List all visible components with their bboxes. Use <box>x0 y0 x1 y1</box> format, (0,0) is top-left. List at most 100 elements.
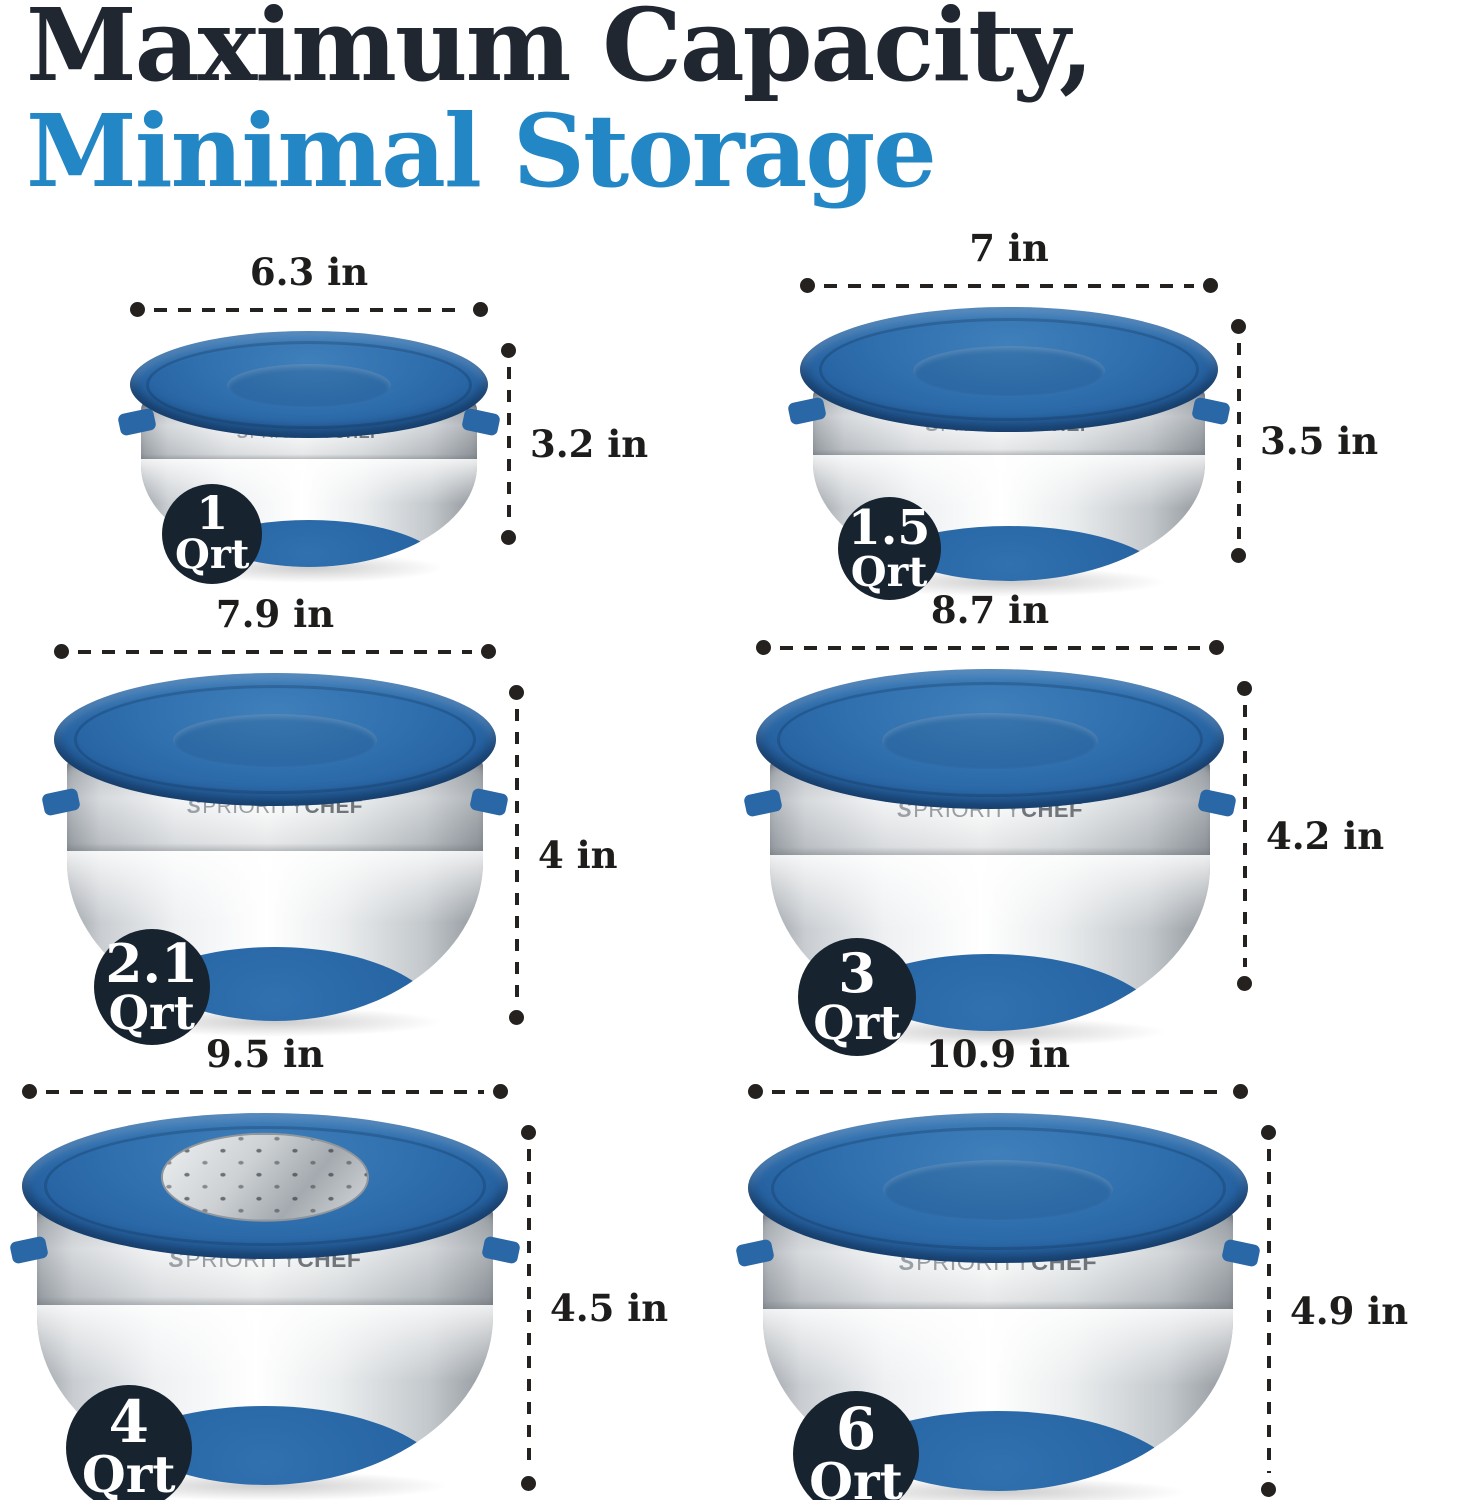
height-dimension-label: 4.2 in <box>1266 814 1385 858</box>
page-title: Maximum Capacity, Minimal Storage <box>26 0 1094 204</box>
width-dimension: 9.5 in <box>22 1032 508 1099</box>
dimension-endpoint-dot <box>756 640 771 655</box>
steel-shine <box>763 1308 1233 1395</box>
width-dimension-line <box>800 278 1218 293</box>
width-dimension-line <box>748 1084 1248 1099</box>
mixing-bowl: SPRIORITYCHEF 1 Qrt <box>117 331 501 584</box>
capacity-badge: 1.5 Qrt <box>837 497 941 601</box>
lid-ring <box>770 1126 1226 1250</box>
capacity-value: 3 <box>838 940 876 1005</box>
capacity-unit: Qrt <box>813 995 901 1051</box>
capacity-badge: 6 Qrt <box>793 1391 919 1500</box>
dashed-line <box>526 1149 531 1467</box>
width-dimension: 8.7 in <box>756 588 1224 655</box>
dimension-endpoint-dot <box>130 302 145 317</box>
height-dimension-label: 3.2 in <box>530 422 649 466</box>
dashed-line <box>46 1089 484 1094</box>
height-dimension-label: 4 in <box>538 833 618 877</box>
dimension-endpoint-dot <box>1261 1125 1276 1140</box>
dimension-endpoint-dot <box>1231 319 1246 334</box>
dashed-line <box>1242 705 1247 967</box>
dimension-endpoint-dot <box>521 1125 536 1140</box>
dimension-endpoint-dot <box>473 302 488 317</box>
capacity-badge: 3 Qrt <box>798 938 917 1057</box>
dimension-endpoint-dot <box>521 1476 536 1491</box>
grater-disc <box>160 1132 370 1222</box>
height-dimension-line <box>501 343 516 545</box>
capacity-unit: Qrt <box>809 1451 903 1500</box>
capacity-value: 1 <box>196 485 229 540</box>
width-dimension-label: 7.9 in <box>215 592 335 636</box>
lid-center-recess <box>173 714 377 768</box>
capacity-unit: Qrt <box>175 531 250 579</box>
width-dimension-label: 7 in <box>969 226 1049 270</box>
dashed-line <box>1236 343 1241 539</box>
lid-center-recess <box>883 1159 1113 1220</box>
height-dimension-label: 4.5 in <box>550 1286 669 1330</box>
mixing-bowl: SPRIORITYCHEF 1.5 Qrt <box>787 307 1231 601</box>
bowl-lid <box>748 1113 1248 1263</box>
width-dimension-line <box>22 1084 508 1099</box>
dimension-endpoint-dot <box>1237 681 1252 696</box>
lid-center-recess <box>882 712 1098 769</box>
bowl-lid <box>800 307 1218 433</box>
dimension-endpoint-dot <box>54 644 69 659</box>
capacity-unit: Qrt <box>850 546 928 596</box>
dashed-line <box>1266 1149 1271 1473</box>
capacity-unit: Qrt <box>81 1445 176 1500</box>
bowl-group-1-5qrt: 7 in SPRIORITYCHEF <box>787 226 1378 601</box>
dashed-line <box>514 709 519 1001</box>
capacity-badge: 1 Qrt <box>162 483 263 584</box>
capacity-value: 6 <box>835 1394 877 1463</box>
capacity-unit: Qrt <box>108 984 195 1040</box>
steel-shine <box>36 1304 494 1390</box>
bowl-lid <box>54 673 496 806</box>
height-dimension-line <box>1231 319 1246 563</box>
width-dimension-label: 8.7 in <box>930 588 1050 632</box>
mixing-bowl: SPRIORITYCHEF 2.1 Qrt <box>41 673 509 1046</box>
dashed-line <box>780 645 1200 650</box>
lid-ring <box>146 340 472 429</box>
dimension-endpoint-dot <box>501 530 516 545</box>
height-dimension-line <box>521 1125 536 1491</box>
dashed-line <box>772 1089 1224 1094</box>
width-dimension: 10.9 in <box>748 1032 1248 1099</box>
dimension-endpoint-dot <box>481 644 496 659</box>
width-dimension: 7 in <box>800 226 1218 293</box>
width-dimension-label: 6.3 in <box>249 250 369 294</box>
dashed-line <box>824 283 1194 288</box>
width-dimension: 7.9 in <box>54 592 496 659</box>
bowl-group-4qrt: 9.5 in SPRIORITYCHEF <box>9 1032 669 1500</box>
dimension-endpoint-dot <box>1231 548 1246 563</box>
bowl-lid <box>22 1113 508 1259</box>
dimension-endpoint-dot <box>1237 976 1252 991</box>
dimension-endpoint-dot <box>509 685 524 700</box>
dimension-endpoint-dot <box>493 1084 508 1099</box>
width-dimension-line <box>130 302 488 317</box>
bowl-lid <box>756 669 1224 810</box>
dimension-endpoint-dot <box>1261 1482 1276 1497</box>
height-dimension-line <box>509 685 524 1025</box>
width-dimension-line <box>756 640 1224 655</box>
dimension-endpoint-dot <box>1209 640 1224 655</box>
bowl-group-3qrt: 8.7 in SPRIORITYCHEF <box>743 588 1385 1057</box>
page-title-line1: Maximum Capacity, <box>26 0 1094 104</box>
width-dimension-label: 9.5 in <box>205 1032 325 1076</box>
lid-center-recess <box>226 364 392 408</box>
steel-shine <box>770 855 1210 938</box>
lid-ring <box>73 684 477 794</box>
dimension-endpoint-dot <box>501 343 516 358</box>
lid-ring <box>43 1126 487 1246</box>
dimension-endpoint-dot <box>800 278 815 293</box>
lid-ring <box>818 318 1200 422</box>
mixing-bowl: SPRIORITYCHEF 3 Qrt <box>743 669 1237 1057</box>
dashed-line <box>154 307 464 312</box>
lid-center-recess <box>912 345 1106 397</box>
dimension-endpoint-dot <box>22 1084 37 1099</box>
bowl-group-2-1qrt: 7.9 in SPRIORITYCHEF <box>41 592 618 1046</box>
bowl-lid <box>130 331 488 439</box>
width-dimension-label: 10.9 in <box>926 1032 1070 1076</box>
capacity-value: 2.1 <box>105 931 199 995</box>
height-dimension-line <box>1237 681 1252 991</box>
